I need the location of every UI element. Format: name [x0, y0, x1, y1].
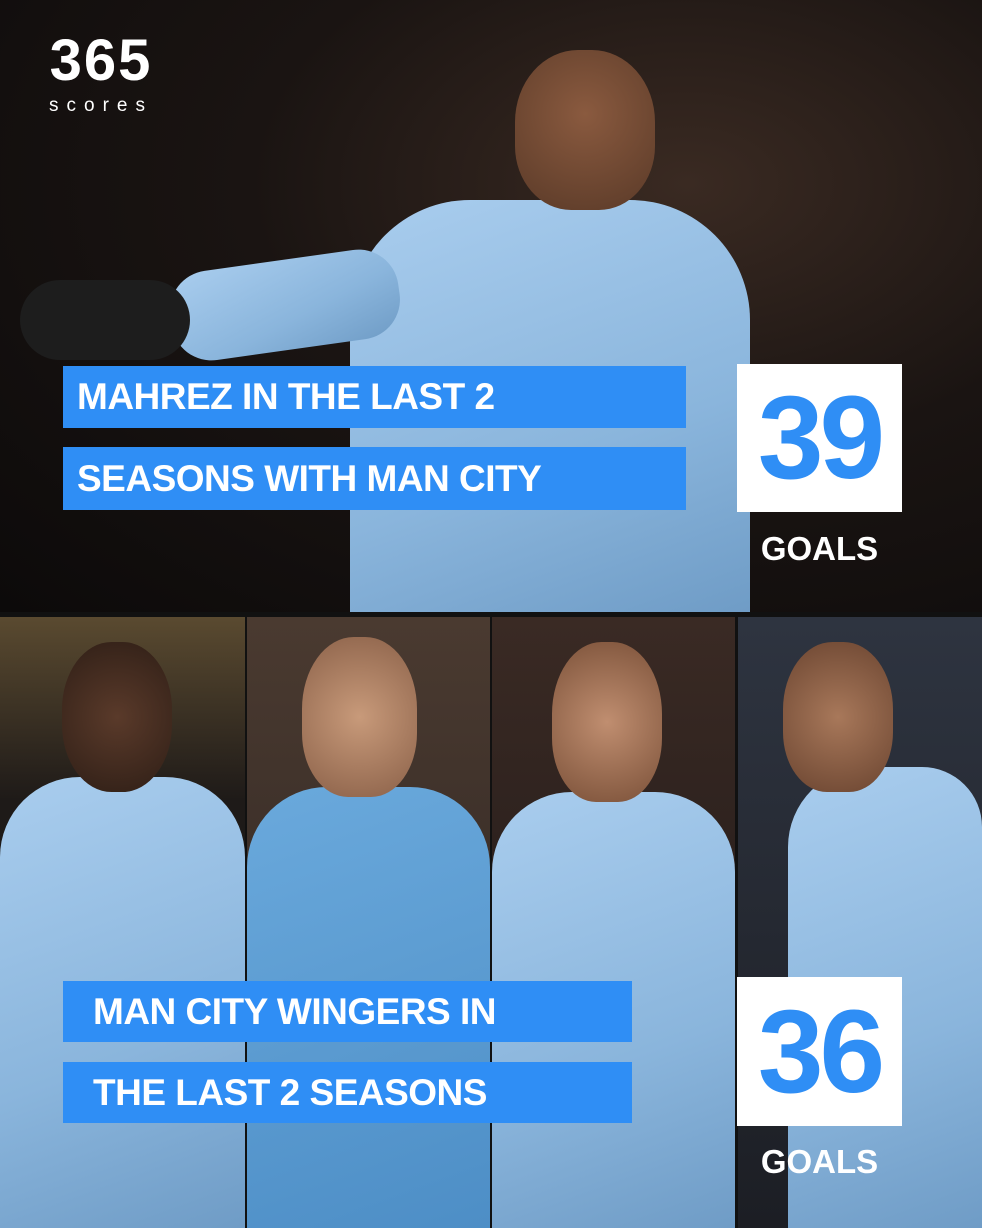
bottom-goals-value: 36 [737, 977, 902, 1126]
photo-winger-1 [0, 617, 245, 1228]
photo-winger-3 [492, 617, 735, 1228]
top-label-line-1: MAHREZ IN THE LAST 2 [63, 366, 686, 428]
photo-winger-2 [247, 617, 490, 1228]
bottom-label-line-2: THE LAST 2 SEASONS [63, 1062, 632, 1123]
logo-number: 365 [49, 28, 153, 93]
logo-word: scores [49, 95, 153, 116]
photo-winger-4 [738, 617, 982, 1228]
player-head [783, 642, 893, 792]
player-head [515, 50, 655, 210]
top-label-line-2: SEASONS WITH MAN CITY [63, 447, 686, 510]
player-head [62, 642, 172, 792]
player-head [302, 637, 417, 797]
bottom-goals-unit: GOALS [760, 1143, 879, 1180]
top-goals-unit: GOALS [760, 530, 879, 567]
player-head [552, 642, 662, 802]
365scores-logo: 365 scores [36, 28, 166, 118]
bottom-label-line-1: MAN CITY WINGERS IN [63, 981, 632, 1042]
player-glove [20, 280, 190, 360]
top-goals-value: 39 [737, 364, 902, 512]
